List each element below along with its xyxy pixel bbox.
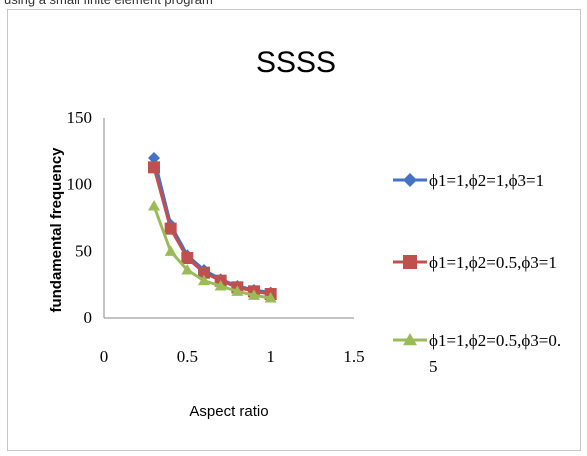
y-tick-label: 150 [67,108,93,127]
data-point [148,200,160,211]
x-axis-label: Aspect ratio [189,403,268,420]
legend-label: ϕ1=1,ϕ2=0.5,ϕ3=0. [429,331,561,350]
data-point [164,222,177,235]
data-point [164,245,177,256]
legend-item-3: ϕ1=1,ϕ2=0.5,ϕ3=0. 5 [393,331,561,376]
data-point [264,292,277,303]
legend-item-2: ϕ1=1,ϕ2=0.5,ϕ3=1 [393,253,557,272]
y-tick-label: 100 [67,175,93,194]
y-tick-label: 0 [84,308,93,327]
top-caption-fragment: using a small finite element program [4,0,564,8]
series-layer [148,152,277,303]
legend-label: ϕ1=1,ϕ2=1,ϕ3=1 [429,171,544,190]
x-tick-label: 0.5 [177,347,198,366]
data-point [181,252,194,264]
x-tick-label: 1 [266,347,275,366]
axes-group: 0 50 100 150 0 0.5 1 1.5 [67,108,365,366]
data-point [148,161,160,174]
x-tick-label: 1.5 [343,347,364,366]
legend-marker [403,173,417,187]
series-2 [148,161,277,300]
data-point [148,152,160,164]
y-tick-label: 50 [75,241,92,260]
y-axis-label: fundamental frequency [48,147,65,313]
legend-marker [403,333,417,346]
data-point [248,289,260,300]
chart-title: SSSS [256,46,336,79]
legend: ϕ1=1,ϕ2=1,ϕ3=1 ϕ1=1,ϕ2=0.5,ϕ3=1 ϕ1=1,ϕ2=0.… [393,171,561,376]
chart-frame [7,9,581,451]
series-3 [148,200,277,303]
data-point [231,285,244,296]
data-point [214,280,227,291]
legend-label: ϕ1=1,ϕ2=0.5,ϕ3=1 [429,253,557,272]
x-tick-label: 0 [100,347,109,366]
data-point [198,274,210,286]
legend-label: 5 [429,357,438,376]
legend-item-1: ϕ1=1,ϕ2=1,ϕ3=1 [393,171,544,190]
legend-marker [403,255,417,269]
data-point [181,264,194,275]
data-point [198,266,210,279]
